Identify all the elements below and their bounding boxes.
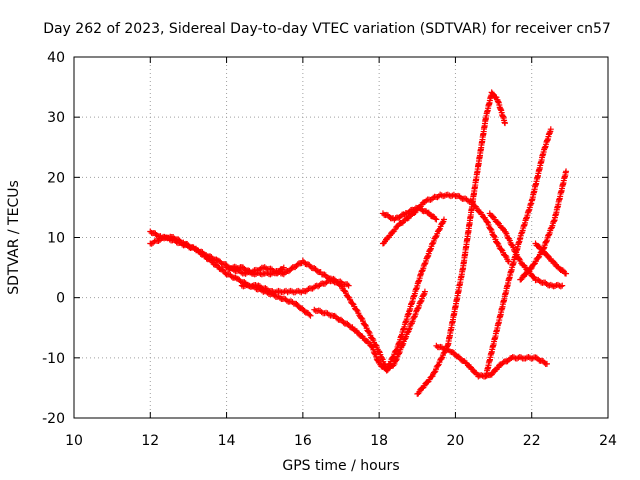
- data-point: [494, 219, 501, 226]
- series-arc-4: [238, 275, 352, 296]
- y-tick-label: 30: [47, 110, 65, 126]
- data-point: [306, 311, 313, 318]
- data-point: [563, 168, 570, 175]
- data-point: [434, 194, 441, 201]
- y-tick-label: -10: [42, 351, 65, 367]
- data-point: [365, 328, 372, 335]
- y-axis-label: SDTVAR / TECUs: [6, 180, 22, 295]
- data-point: [522, 355, 529, 362]
- data-point: [344, 281, 351, 288]
- data-point: [429, 240, 436, 247]
- data-point: [550, 258, 557, 265]
- data-point: [432, 233, 439, 240]
- data-point: [386, 361, 393, 368]
- data-point: [322, 280, 329, 287]
- data-point: [512, 248, 519, 255]
- chart-title: Day 262 of 2023, Sidereal Day-to-day VTE…: [43, 21, 611, 37]
- y-tick-label: 20: [47, 170, 65, 186]
- data-point: [276, 294, 283, 301]
- series-arc-1: [147, 228, 287, 278]
- data-point: [389, 354, 396, 361]
- series-arc-13: [532, 240, 570, 277]
- series-arc-8: [414, 89, 509, 397]
- series-arc-7: [379, 204, 440, 223]
- data-point: [299, 305, 306, 312]
- data-point: [440, 216, 447, 223]
- series-arc-2: [147, 234, 314, 319]
- y-tick-label: 40: [47, 50, 65, 66]
- y-tick-label: 0: [56, 291, 65, 307]
- data-point: [518, 354, 525, 361]
- data-point: [280, 264, 287, 271]
- data-point: [431, 369, 438, 376]
- data-point: [421, 288, 428, 295]
- data-point: [362, 322, 369, 329]
- data-point: [530, 273, 537, 280]
- data-point: [545, 252, 552, 259]
- grid-layer: [74, 57, 608, 418]
- data-point: [345, 282, 352, 289]
- x-tick-label: 20: [447, 433, 465, 449]
- data-point: [439, 219, 446, 226]
- x-tick-label: 16: [294, 433, 312, 449]
- data-point: [529, 355, 536, 362]
- y-tick-label: -20: [42, 411, 65, 427]
- data-point: [502, 120, 509, 127]
- data-point: [489, 213, 496, 220]
- ticks-layer: 10 12 14 16 18 20 22 24 -20 -10 0 10 20 30 40: [42, 50, 617, 449]
- data-point: [543, 360, 550, 367]
- x-axis-label: GPS time / hours: [282, 458, 399, 474]
- data-point: [515, 255, 522, 262]
- x-tick-label: 14: [218, 433, 236, 449]
- data-point: [488, 89, 495, 96]
- x-tick-label: 24: [599, 433, 617, 449]
- data-point: [559, 267, 566, 274]
- data-points-layer: [147, 89, 570, 397]
- data-point: [455, 353, 462, 360]
- data-point: [487, 225, 494, 232]
- data-point: [433, 216, 440, 223]
- data-point: [547, 126, 554, 133]
- data-point: [502, 252, 509, 259]
- x-tick-label: 22: [523, 433, 541, 449]
- data-point: [423, 197, 430, 204]
- data-point: [353, 306, 360, 313]
- data-point: [440, 345, 447, 352]
- data-point: [311, 306, 318, 313]
- y-tick-label: 10: [47, 231, 65, 247]
- data-point: [540, 248, 547, 255]
- x-tick-label: 12: [141, 433, 159, 449]
- data-point: [432, 215, 439, 222]
- series-arc-5: [311, 216, 447, 374]
- data-point: [307, 312, 314, 319]
- series-arc-11: [486, 210, 566, 290]
- data-point: [542, 279, 549, 286]
- data-point: [559, 282, 566, 289]
- x-tick-label: 10: [65, 433, 83, 449]
- data-point: [436, 226, 443, 233]
- data-point: [563, 270, 570, 277]
- data-point: [484, 219, 491, 226]
- data-point: [349, 300, 356, 307]
- data-point: [393, 347, 400, 354]
- series-arc-6: [379, 191, 512, 265]
- x-tick-label: 18: [370, 433, 388, 449]
- series-arc-12: [517, 168, 570, 283]
- data-point: [293, 300, 300, 307]
- data-point: [344, 320, 351, 327]
- data-point: [535, 254, 542, 261]
- data-point: [438, 355, 445, 362]
- data-point: [498, 246, 505, 253]
- data-point: [491, 232, 498, 239]
- data-point: [435, 362, 442, 369]
- data-point: [527, 266, 534, 273]
